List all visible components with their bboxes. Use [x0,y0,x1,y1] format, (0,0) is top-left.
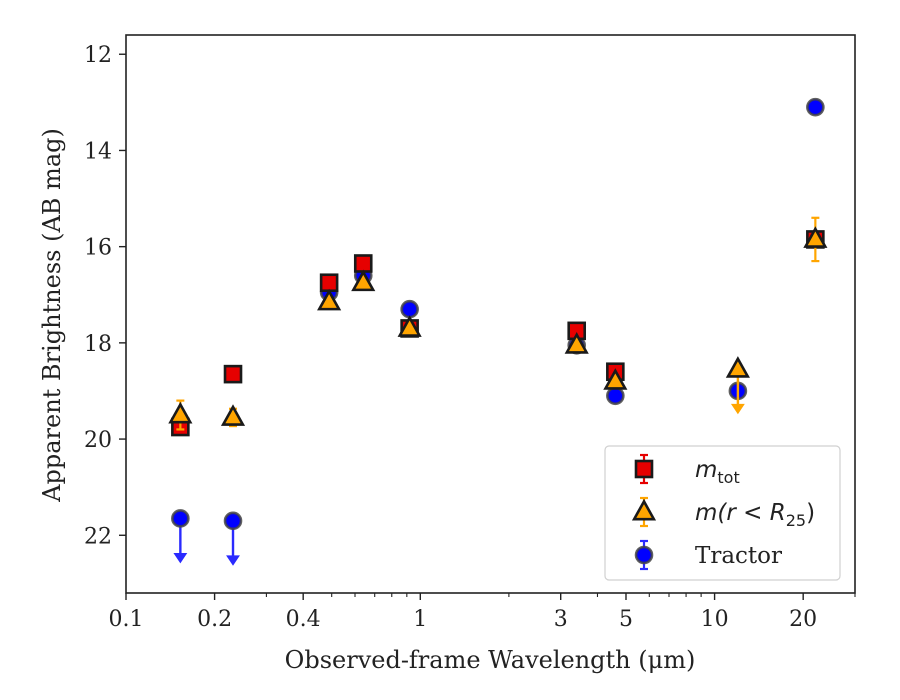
legend-label: m(r < R25) [695,500,815,530]
x-tick-label: 3 [554,607,568,632]
data-point-circle [171,509,190,528]
data-point-square [319,273,339,293]
plot-frame [125,34,856,594]
data-point-triangle [220,404,246,426]
data-point-triangle [564,332,589,354]
data-point-circle [806,97,825,117]
y-tick-label: 22 [84,524,112,549]
y-tick-label: 12 [84,43,112,68]
legend-marker-triangle [631,498,657,521]
series-square [171,230,825,437]
axes: 0.1 0.2 0.4 1 3 5 10 20 12 14 16 18 20 22 [84,34,856,632]
legend-entry: Tractor [634,539,782,571]
y-tick-label: 14 [84,139,112,164]
y-tick-label: 18 [84,332,112,357]
data-point-triangle [317,288,342,311]
legend-frame [604,445,841,581]
upper-limit-arrow-head [730,403,745,415]
series-triangle [168,216,828,431]
plot-area [168,97,828,566]
data-point-triangle [397,315,422,337]
legend-entry: m(r < R25) [631,496,815,530]
y-tick-label: 16 [84,236,112,261]
x-tick-label: 1 [413,607,427,632]
x-tick-label: 5 [619,607,633,632]
data-point-triangle [351,269,376,292]
upper-limit-arrow-head [173,552,188,564]
x-tick-label: 0.4 [286,607,321,632]
data-point-circle [400,299,419,319]
legend: mtot m(r < R25) Tractor [604,445,841,581]
x-tick-label: 0.2 [197,607,232,632]
y-axis-label: Apparent Brightness (AB mag) [38,128,66,503]
data-point-triangle [168,401,193,424]
data-point-square [353,254,373,273]
legend-marker-square [634,459,654,479]
data-point-triangle [603,368,628,390]
x-axis-label: Observed-frame Wavelength (μm) [285,646,696,674]
data-point-triangle [803,226,828,248]
data-point-square [223,364,243,384]
upper-limit-arrow-head [226,555,240,566]
x-tick-label: 10 [701,607,729,632]
data-point-circle [223,511,243,531]
x-tick-label: 0.1 [109,607,144,632]
data-point-triangle [725,356,750,378]
legend-marker-circle [634,545,654,565]
y-tick-label: 20 [84,428,112,453]
legend-label: mtot [695,457,740,487]
data-point-circle [606,386,625,406]
legend-entry: mtot [634,453,740,487]
x-tick-label: 20 [789,607,817,632]
legend-label: Tractor [695,543,782,569]
